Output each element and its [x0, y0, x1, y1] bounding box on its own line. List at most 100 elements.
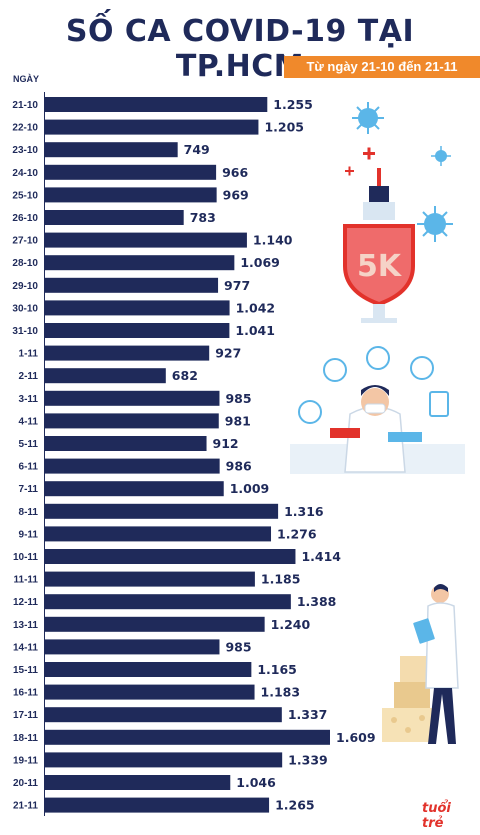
category-label: 30-10 — [12, 303, 38, 314]
data-label: 1.183 — [261, 685, 301, 700]
bar — [45, 232, 247, 248]
bar — [45, 662, 252, 677]
virus-icon — [417, 206, 453, 242]
category-label: 4-11 — [19, 416, 39, 427]
data-label: 1.042 — [236, 300, 276, 315]
bar — [45, 458, 220, 474]
category-label: 10-11 — [13, 552, 38, 563]
data-label: 986 — [226, 459, 252, 474]
plus-icon — [345, 147, 375, 176]
bar — [45, 142, 178, 158]
category-label: 31-10 — [12, 326, 38, 337]
data-label: 1.414 — [301, 549, 341, 564]
avatar-icon — [323, 358, 347, 382]
category-label: 7-11 — [19, 484, 39, 495]
data-label: 1.276 — [277, 526, 317, 541]
category-label: 23-10 — [12, 145, 38, 156]
date-range-badge: Từ ngày 21-10 đến 21-11 — [284, 56, 480, 78]
category-label: 17-11 — [13, 710, 38, 721]
bar — [45, 729, 330, 745]
data-label: 985 — [225, 639, 251, 654]
category-label: 9-11 — [19, 529, 39, 540]
category-label: 14-11 — [13, 642, 38, 653]
category-label: 25-10 — [12, 190, 38, 201]
bar — [45, 413, 219, 429]
bar — [45, 481, 224, 497]
category-label: 22-10 — [12, 123, 38, 134]
data-label: 1.316 — [284, 504, 324, 519]
category-label: 18-11 — [13, 733, 38, 744]
data-label: 1.205 — [264, 120, 304, 135]
bar — [45, 526, 272, 542]
bar — [45, 277, 219, 293]
bar — [45, 323, 230, 338]
data-label: 966 — [222, 165, 248, 180]
category-label: 26-10 — [12, 213, 38, 224]
category-label: 6-11 — [19, 462, 39, 473]
data-label: 1.009 — [230, 481, 270, 496]
bar — [45, 164, 217, 180]
bar — [45, 616, 265, 632]
category-label: 1-11 — [19, 349, 39, 360]
category-label: 12-11 — [13, 597, 38, 608]
data-label: 985 — [225, 391, 251, 406]
data-label: 1.240 — [271, 617, 311, 632]
bar — [45, 639, 220, 655]
doctor-boxes-illustration — [382, 584, 459, 744]
bar — [45, 549, 296, 564]
virus-icon — [352, 102, 384, 134]
category-label: 20-11 — [13, 778, 38, 789]
virus-icon — [431, 146, 451, 166]
y-axis-line — [44, 92, 45, 816]
data-label: 1.609 — [336, 730, 376, 745]
bar — [45, 797, 270, 813]
data-label: 783 — [190, 210, 216, 225]
category-label: 13-11 — [13, 620, 38, 631]
bar — [45, 390, 220, 406]
data-label: 1.337 — [288, 707, 328, 722]
bar — [45, 255, 235, 271]
bar — [45, 684, 255, 700]
bar — [45, 345, 210, 361]
data-label: 1.069 — [240, 255, 280, 270]
data-label: 1.165 — [257, 662, 297, 677]
data-label: 981 — [225, 413, 251, 428]
bar — [45, 752, 283, 768]
data-label: 1.339 — [288, 752, 328, 767]
data-label: 1.046 — [236, 775, 276, 790]
bar — [45, 97, 268, 112]
category-label: 3-11 — [19, 394, 39, 405]
bar — [45, 571, 255, 587]
bar — [45, 775, 231, 790]
doctor-illustration — [290, 346, 465, 474]
vaccine-syringe-illustration: 5K — [343, 102, 453, 323]
category-label: 21-11 — [13, 801, 38, 812]
phone-icon — [429, 391, 449, 417]
axis-header-date: NGÀY — [13, 74, 40, 84]
category-label: 28-10 — [12, 258, 38, 269]
bar — [45, 210, 184, 225]
data-label: 1.388 — [297, 594, 337, 609]
data-label: 927 — [215, 346, 241, 361]
brand-logo: tuổi trẻ — [422, 801, 451, 831]
avatar-icon — [410, 356, 434, 380]
category-label: 16-11 — [13, 688, 38, 699]
category-label: 21-10 — [12, 100, 38, 111]
bar — [45, 594, 291, 610]
data-label: 1.255 — [273, 97, 313, 112]
bar — [45, 503, 279, 519]
clipboard-icon — [413, 618, 435, 644]
category-label: 2-11 — [19, 371, 39, 382]
data-label: 969 — [223, 187, 249, 202]
avatar-icon — [298, 400, 322, 424]
data-label: 1.265 — [275, 798, 315, 813]
avatar-icon — [366, 346, 390, 370]
category-label: 15-11 — [13, 665, 38, 676]
category-label: 27-10 — [12, 236, 38, 247]
data-label: 1.185 — [261, 572, 301, 587]
chart-title: SỐ CA COVID-19 TẠI TP.HCM — [65, 14, 415, 84]
category-label: 11-11 — [14, 575, 39, 586]
svg-text:5K: 5K — [357, 249, 403, 284]
bar — [45, 187, 217, 203]
data-label: 1.140 — [253, 233, 293, 248]
